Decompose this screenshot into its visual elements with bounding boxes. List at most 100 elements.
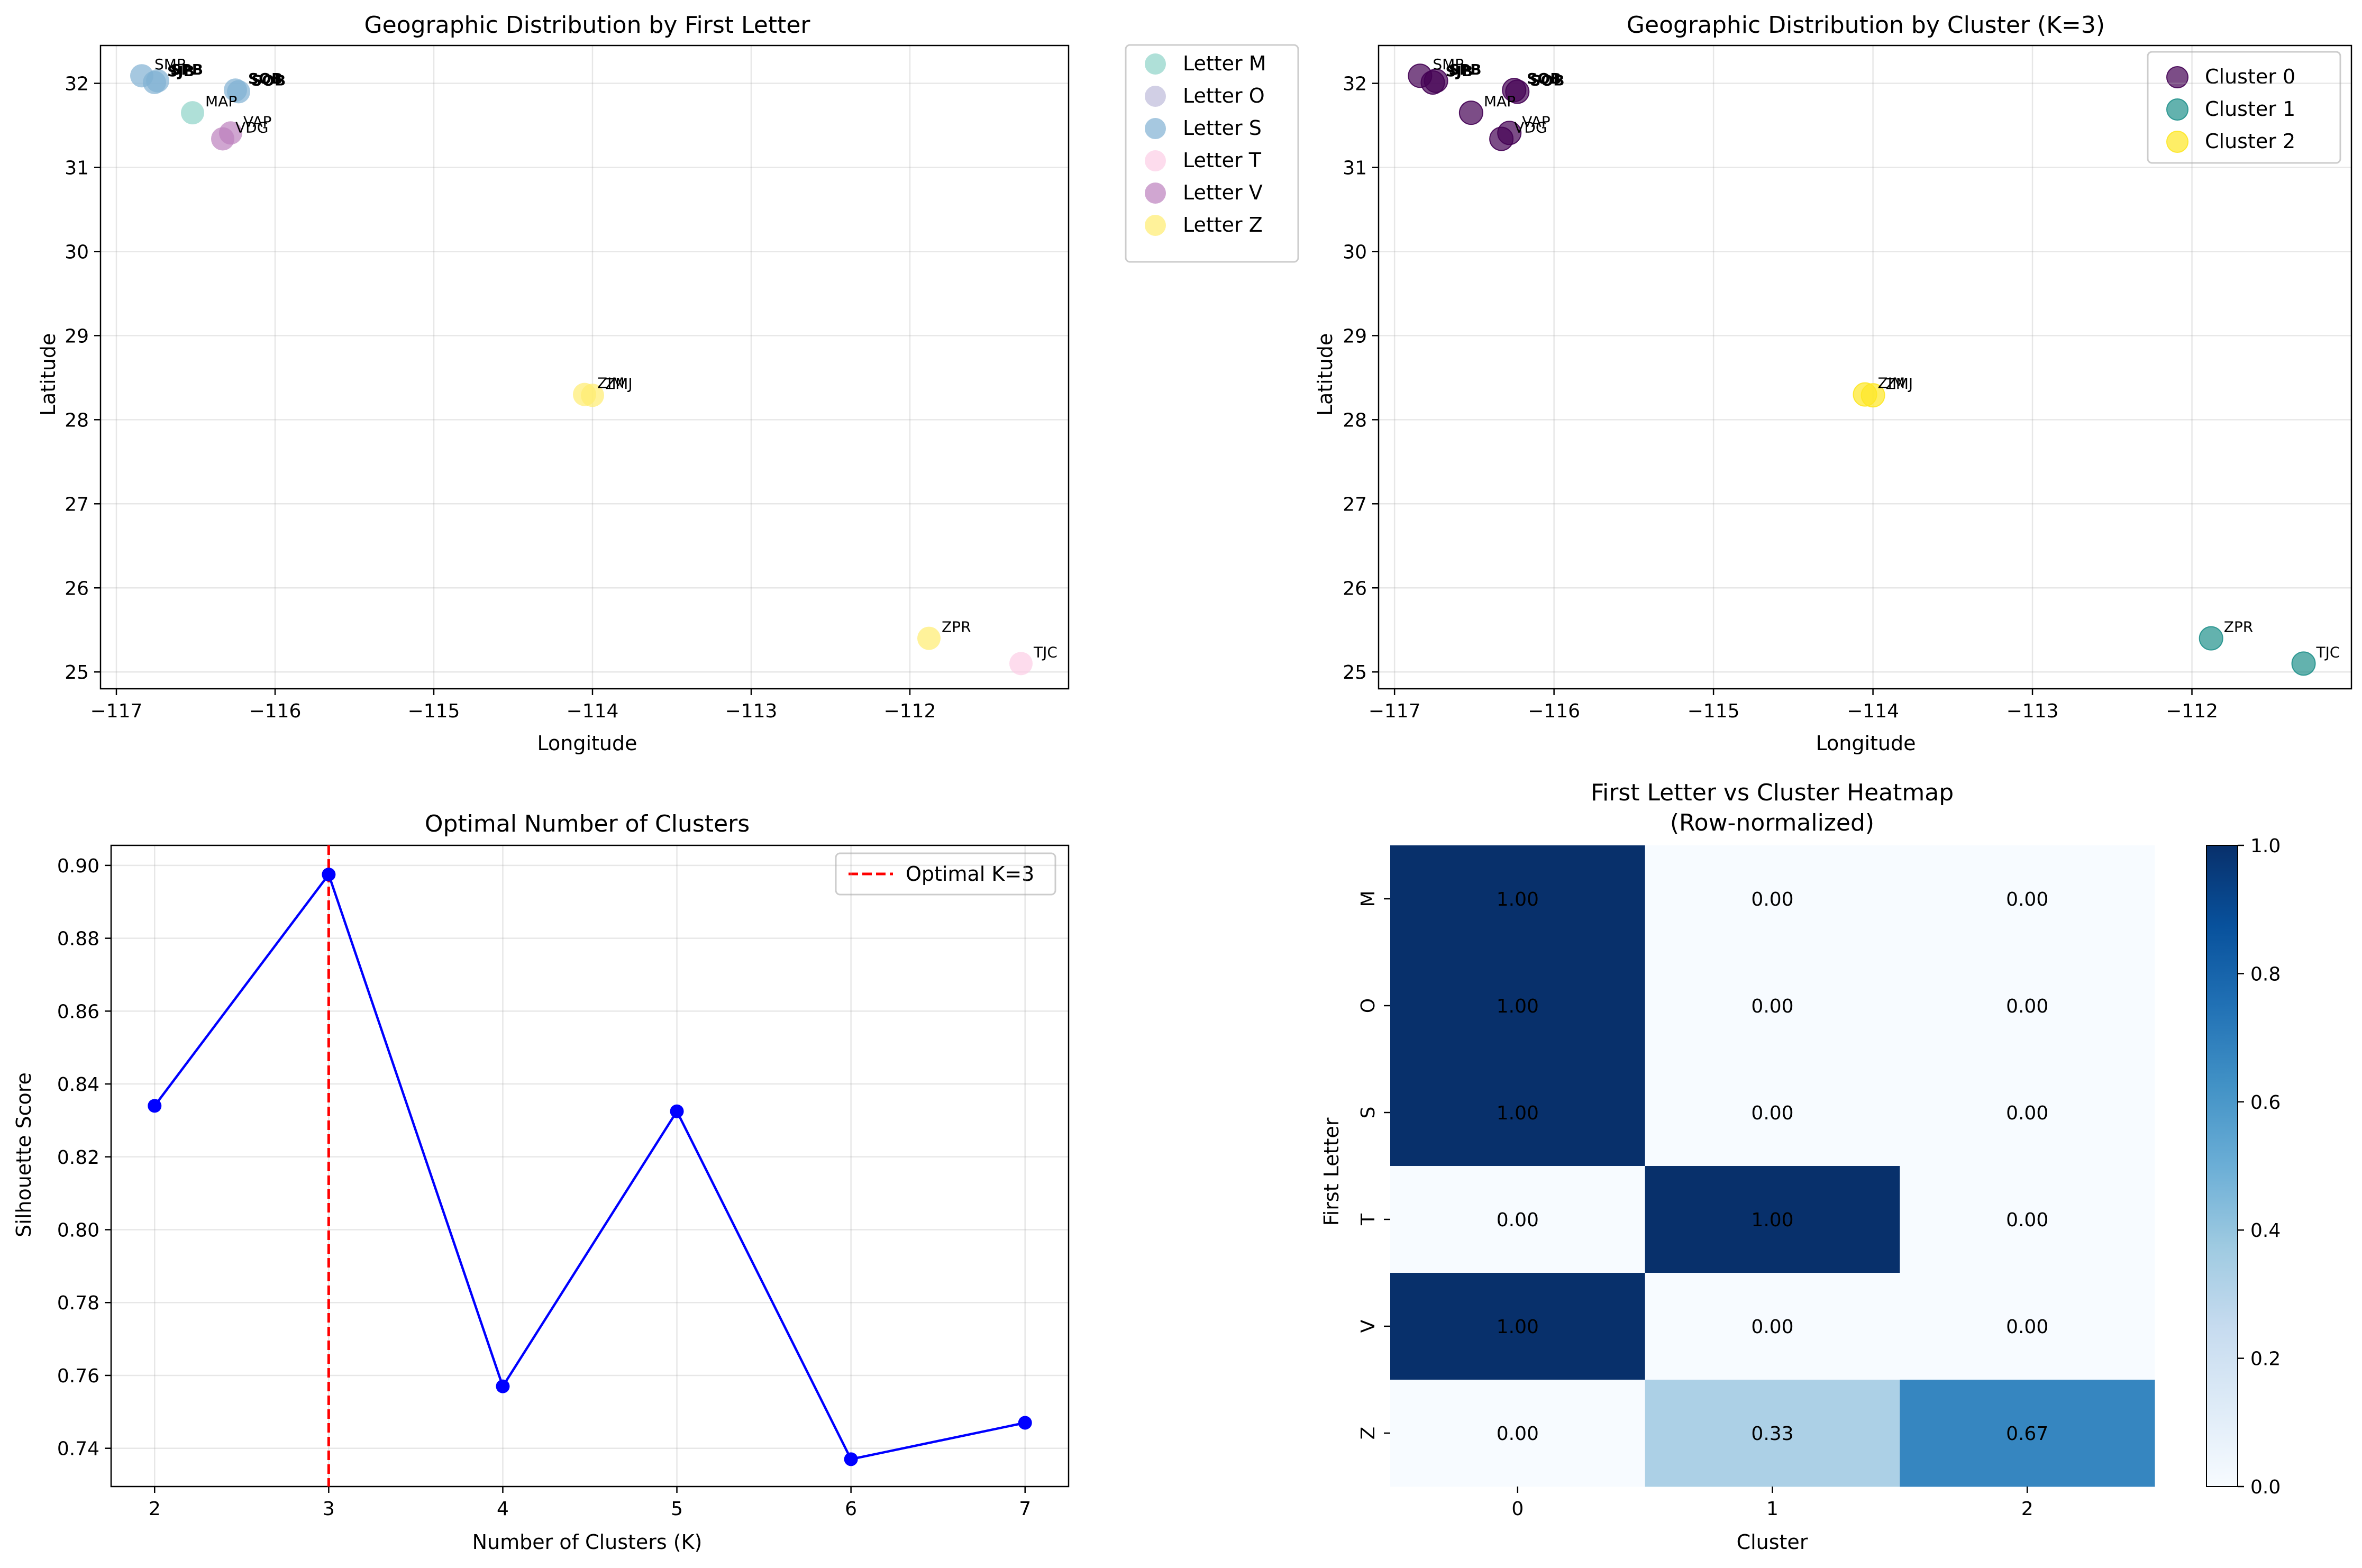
point-label: SJB <box>1446 62 1473 80</box>
legend-marker <box>1145 86 1166 107</box>
data-point <box>211 127 234 151</box>
heatmap-cell <box>1390 1380 1646 1487</box>
point-label: SPB <box>1449 61 1482 78</box>
heatmap-cell <box>1900 952 2155 1060</box>
heatmap-cells <box>1390 845 2155 1487</box>
heatmap-value: 0.00 <box>1751 1102 1793 1124</box>
plot-frame <box>110 844 1070 1488</box>
data-point <box>1861 383 1885 408</box>
y-tick-label: 0.88 <box>57 928 99 950</box>
chart-title: First Letter vs Cluster Heatmap <box>1591 779 1954 806</box>
x-tick-label: −115 <box>408 700 460 722</box>
y-tick-label: S <box>1357 1107 1379 1119</box>
silhouette-point <box>322 868 336 882</box>
x-tick-label: 1 <box>1766 1498 1779 1520</box>
legend-marker <box>2166 131 2188 153</box>
point-label: ZPR <box>942 618 971 636</box>
heatmap-cell <box>1645 845 1900 953</box>
legend-marker <box>2166 66 2188 88</box>
legend-label: Letter Z <box>1183 213 1263 236</box>
y-tick-label: T <box>1357 1213 1379 1226</box>
legend-label: Letter S <box>1183 116 1262 140</box>
legend-label: Cluster 0 <box>2205 65 2295 88</box>
heatmap-value: 0.00 <box>2006 889 2048 910</box>
point-label: ZMJ <box>1886 375 1913 393</box>
x-tick-label: −114 <box>1847 700 1899 722</box>
y-tick-label: 0.86 <box>57 1001 99 1023</box>
heatmap-value: 0.00 <box>2006 1209 2048 1231</box>
y-axis-label: Latitude <box>37 333 60 416</box>
y-tick-label: 31 <box>65 157 89 179</box>
heatmap-cell <box>1645 1273 1900 1380</box>
heatmap-cell <box>1900 1059 2155 1166</box>
plot-frame <box>1378 44 2352 690</box>
x-tick-label: 0 <box>1511 1498 1524 1520</box>
y-tick-label: 28 <box>1343 409 1367 431</box>
heatmap-cell <box>1900 1166 2155 1273</box>
y-tick-label: 32 <box>65 74 89 95</box>
y-tick-label: 0.76 <box>57 1365 99 1387</box>
point-label: VAP <box>1522 113 1550 130</box>
point-label: SQB <box>248 70 282 87</box>
grid <box>1379 45 2351 689</box>
legend-marker <box>2166 98 2188 121</box>
x-tick-label: −117 <box>1369 700 1421 722</box>
colorbar <box>2206 845 2238 1487</box>
heatmap-cell <box>1645 1059 1900 1166</box>
x-tick-label: −112 <box>2166 700 2218 722</box>
colorbar-tick-label: 0.4 <box>2250 1220 2281 1242</box>
scatter-by-cluster: Geographic Distribution by Cluster (K=3)… <box>1314 12 2352 755</box>
legend: Optimal K=3 <box>835 852 1056 896</box>
y-tick-label: 26 <box>65 578 89 599</box>
silhouette-line <box>153 872 1026 1461</box>
y-tick-label: 29 <box>1343 325 1367 347</box>
chart-title: Geographic Distribution by First Letter <box>364 12 811 39</box>
legend-marker <box>1145 53 1166 75</box>
point-label: SJB <box>167 62 195 80</box>
heatmap-value: 1.00 <box>1497 996 1539 1017</box>
legend-label: Letter M <box>1183 52 1266 75</box>
data-point <box>581 384 604 407</box>
plot-frame <box>99 44 1070 690</box>
y-axis-label: Silhouette Score <box>12 1072 35 1237</box>
silhouette-point <box>496 1379 510 1393</box>
y-tick-label: 30 <box>1343 241 1367 263</box>
silhouette-point <box>1018 1416 1032 1430</box>
y-tick-label: 25 <box>65 662 89 683</box>
x-tick-label: 2 <box>149 1498 161 1520</box>
legend-label: Cluster 2 <box>2205 130 2295 153</box>
point-label: VDG <box>235 118 268 136</box>
legend-label: Optimal K=3 <box>906 862 1034 886</box>
point-label: SOB <box>251 71 286 89</box>
point-label: ZPR <box>2224 618 2254 636</box>
silhouette-point <box>148 1099 162 1113</box>
x-tick-label: 3 <box>323 1498 335 1520</box>
y-tick-label: 25 <box>1343 662 1367 683</box>
heatmap-value: 0.00 <box>1497 1209 1539 1231</box>
data-point <box>1424 68 1448 93</box>
heatmap-cell <box>1645 1380 1900 1487</box>
heatmap-value: 0.33 <box>1751 1423 1793 1445</box>
colorbar-tick-label: 0.0 <box>2250 1476 2281 1498</box>
x-axis-label: Cluster <box>1737 1530 1808 1554</box>
x-ticks: 0 1 2 <box>1511 1487 2033 1520</box>
heatmap-value: 0.00 <box>1497 1423 1539 1445</box>
legend-label: Letter T <box>1183 149 1262 172</box>
legend: Letter M Letter O Letter S Letter T Letter V… <box>1125 44 1299 263</box>
scatter-by-letter: Geographic Distribution by First Letter … <box>37 12 1299 755</box>
silhouette-point <box>844 1452 858 1466</box>
y-tick-label: 0.80 <box>57 1220 99 1242</box>
colorbar-ticks: 0.0 0.2 0.4 0.6 0.8 1.0 <box>2238 835 2281 1498</box>
data-point <box>917 626 941 650</box>
legend-label: Letter O <box>1183 84 1265 107</box>
chart-subtitle: (Row-normalized) <box>1670 809 1874 836</box>
x-tick-label: 7 <box>1019 1498 1031 1520</box>
x-tick-label: −116 <box>1528 700 1580 722</box>
x-tick-label: −113 <box>725 700 778 722</box>
data-point <box>1502 78 1527 103</box>
ticks: −117 −116 −115 −114 −113 −112 25 26 27 28 29 30 31 32 <box>65 74 936 722</box>
data-point <box>2199 626 2223 651</box>
y-ticks: M O S T V Z <box>1357 890 1390 1439</box>
x-tick-label: −116 <box>249 700 302 722</box>
